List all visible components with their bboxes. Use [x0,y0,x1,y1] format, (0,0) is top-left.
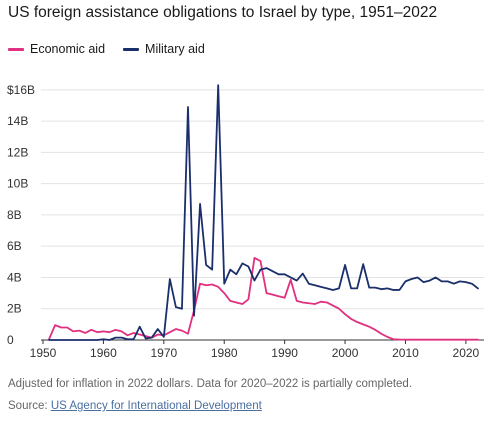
legend-item-economic: Economic aid [8,42,105,56]
y-tick-label: 2B [7,302,22,316]
x-tick-label: 1990 [271,346,298,360]
source-prefix: Source: [8,400,51,412]
legend-label-economic: Economic aid [30,42,106,56]
legend-swatch-military [123,47,140,51]
economic-aid-line [48,257,479,341]
y-tick-label: 0 [7,333,14,347]
y-tick-label: 4B [7,270,22,284]
legend-swatch-economic [8,47,24,51]
x-tick-label: 1980 [211,346,238,360]
legend: Economic aid Military aid [8,42,223,56]
chart-source: Source: US Agency for International Deve… [8,400,262,412]
source-link[interactable]: US Agency for International Development [50,400,262,412]
military-aid-line [48,84,479,341]
y-tick-label: $16B [7,83,35,97]
x-tick-label: 2020 [453,346,480,360]
legend-item-military: Military aid [123,42,205,56]
y-tick-label: 14B [7,114,28,128]
x-tick-label: 1970 [150,346,177,360]
chart-note: Adjusted for inflation in 2022 dollars. … [8,378,413,390]
y-tick-label: 6B [7,239,22,253]
x-tick-label: 1950 [30,346,57,360]
x-tick-label: 2000 [332,346,359,360]
legend-label-military: Military aid [145,42,205,56]
y-tick-label: 12B [7,145,28,159]
y-tick-label: 8B [7,208,22,222]
y-tick-label: 10B [7,177,28,191]
x-tick-label: 2010 [392,346,419,360]
chart-title: US foreign assistance obligations to Isr… [8,4,438,21]
x-tick-label: 1960 [90,346,117,360]
